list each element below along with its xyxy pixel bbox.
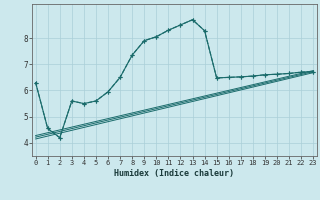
X-axis label: Humidex (Indice chaleur): Humidex (Indice chaleur)	[115, 169, 234, 178]
